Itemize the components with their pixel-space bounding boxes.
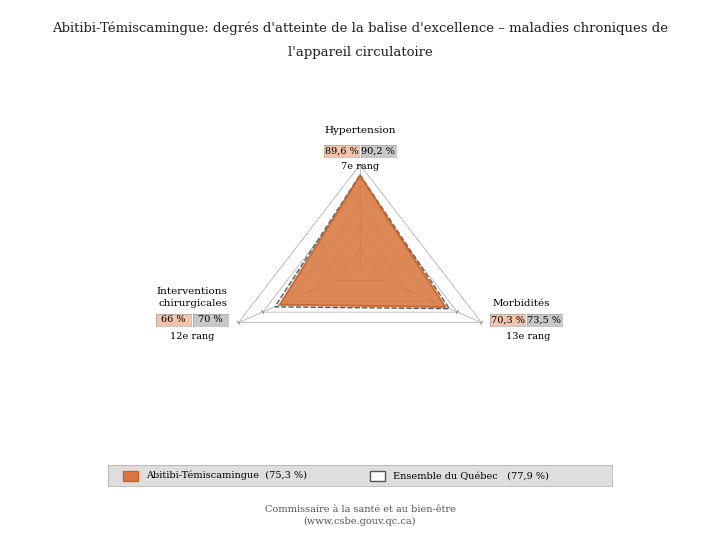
Text: 73,5 %: 73,5 % [527,315,561,325]
Text: Hypertension: Hypertension [324,126,396,135]
Text: 70 %: 70 % [198,315,222,325]
Text: 70,3 %: 70,3 % [490,315,524,325]
Text: Ensemble du Québec   (77,9 %): Ensemble du Québec (77,9 %) [393,471,549,480]
Text: Commissaire à la santé et au bien-être
(www.csbe.gouv.qc.ca): Commissaire à la santé et au bien-être (… [264,505,456,526]
Text: Morbidités: Morbidités [492,299,550,307]
Bar [370,470,385,481]
Text: 89,6 %: 89,6 % [325,147,359,156]
Text: Abitibi-Témiscamingue  (75,3 %): Abitibi-Témiscamingue (75,3 %) [145,471,307,481]
Text: 66 %: 66 % [161,315,186,325]
Text: 7e rang: 7e rang [341,162,379,171]
Bar [123,470,138,481]
Text: Interventions
chirurgicales: Interventions chirurgicales [157,287,228,307]
Text: 90,2 %: 90,2 % [361,147,395,156]
Text: 12e rang: 12e rang [170,332,214,341]
Text: Abitibi-Témiscamingue: degrés d'atteinte de la balise d'excellence – maladies ch: Abitibi-Témiscamingue: degrés d'atteinte… [52,22,668,35]
Text: l'appareil circulatoire: l'appareil circulatoire [287,46,433,59]
Text: 13e rang: 13e rang [506,332,551,341]
